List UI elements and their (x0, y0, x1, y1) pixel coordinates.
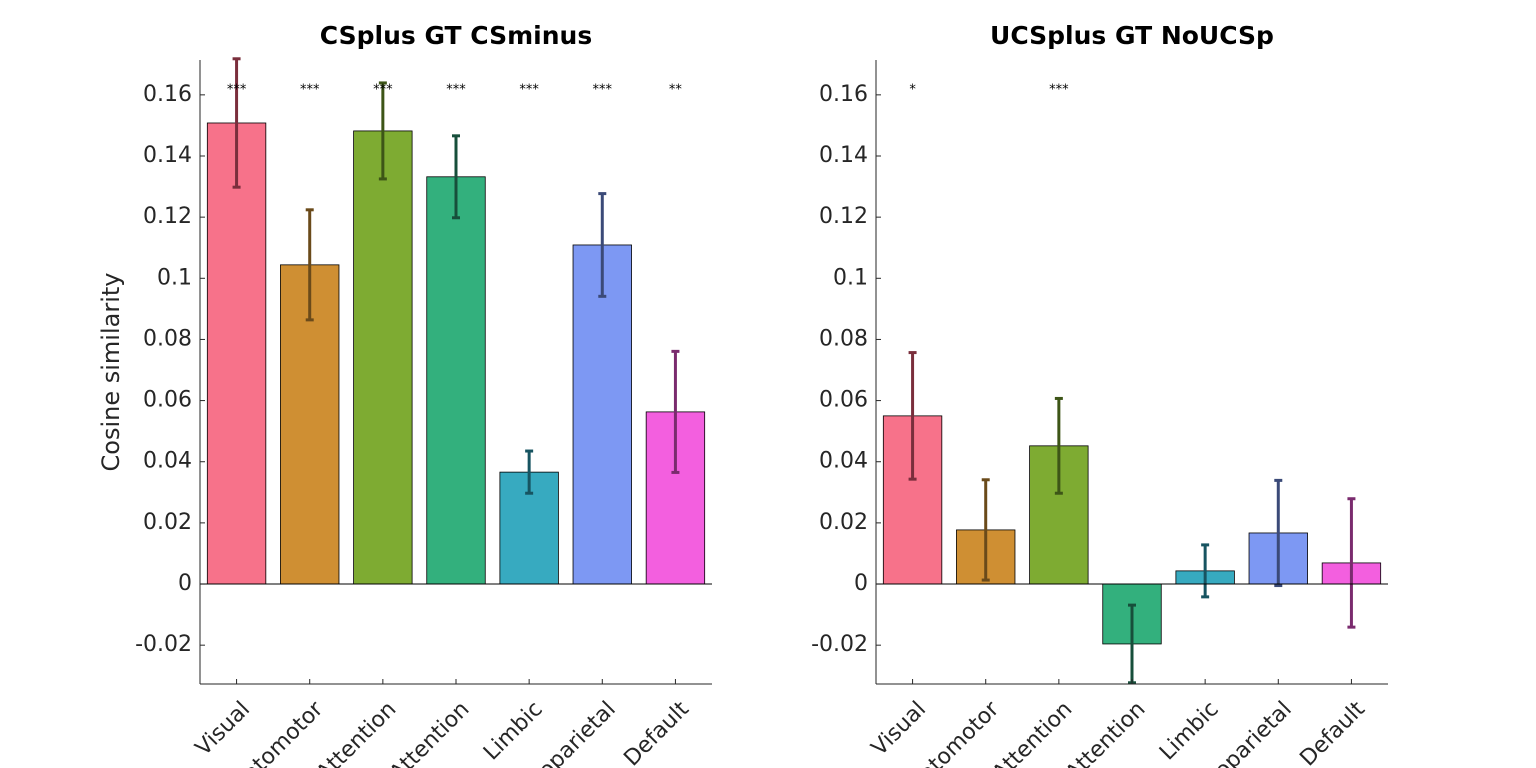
x-tick-label: Default (1295, 697, 1370, 768)
significance-label: *** (1049, 83, 1069, 98)
y-tick-label: 0.02 (143, 510, 192, 535)
x-tick-label: Limbic (479, 697, 548, 766)
error-bar (1347, 497, 1356, 629)
y-tick-label: 0.16 (143, 82, 192, 107)
error-bar (452, 134, 460, 220)
y-tick-label: 0.1 (833, 265, 868, 290)
chart-title: UCSplus GT NoUCSp (990, 21, 1274, 50)
chart-title: CSplus GT CSminus (320, 21, 592, 50)
error-bar (598, 192, 607, 298)
error-bar (378, 81, 387, 181)
y-tick-label: 0.14 (143, 143, 192, 168)
x-tick-label: Visual (867, 697, 931, 761)
error-bar (232, 57, 241, 189)
y-tick-label: 0.08 (143, 326, 192, 351)
significance-label: * (909, 83, 916, 98)
bar (572, 244, 632, 585)
bar (353, 130, 413, 585)
y-tick-label: 0.1 (157, 265, 192, 290)
significance-label: *** (227, 83, 247, 98)
error-bar (1054, 396, 1063, 495)
error-bar (305, 208, 314, 322)
y-tick-label: 0.02 (819, 510, 868, 535)
y-tick-label: 0.12 (819, 204, 868, 229)
error-bar (908, 351, 917, 481)
y-tick-label: 0.04 (819, 449, 868, 474)
y-axis-label: Cosine similarity (97, 273, 125, 472)
y-tick-label: 0 (854, 571, 868, 596)
y-tick-label: -0.02 (811, 632, 868, 657)
significance-label: *** (593, 83, 613, 98)
y-tick-label: 0.06 (143, 388, 192, 413)
x-tick-label: Limbic (1155, 697, 1224, 766)
y-tick-label: 0.04 (143, 449, 192, 474)
y-tick-label: 0.14 (819, 143, 868, 168)
error-bar (981, 478, 990, 582)
bar (206, 122, 267, 585)
bar (426, 176, 486, 585)
significance-label: *** (446, 83, 466, 98)
error-bar (525, 449, 534, 495)
y-tick-label: 0.08 (819, 326, 868, 351)
significance-label: ** (669, 83, 683, 98)
y-tick-label: 0.12 (143, 204, 192, 229)
y-tick-label: 0 (178, 571, 192, 596)
y-tick-label: -0.02 (135, 632, 192, 657)
error-bar (671, 349, 680, 474)
y-tick-label: 0.16 (819, 82, 868, 107)
x-tick-label: Default (619, 697, 694, 768)
y-tick-label: 0.06 (819, 388, 868, 413)
significance-label: *** (519, 83, 539, 98)
x-tick-label: Visual (191, 697, 255, 761)
error-bar (1201, 543, 1210, 599)
error-bar (1274, 478, 1283, 588)
significance-label: *** (373, 83, 393, 98)
significance-label: *** (300, 83, 320, 98)
